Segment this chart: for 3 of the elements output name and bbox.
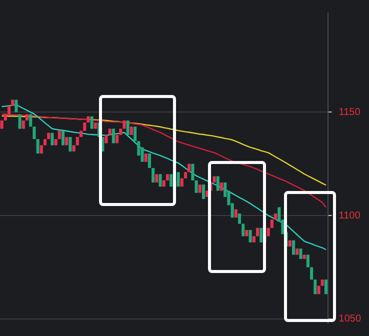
- y-tick-label: 1150: [338, 106, 361, 118]
- y-tick-label: 1050: [338, 314, 362, 325]
- y-tick-label: 1100: [338, 210, 361, 222]
